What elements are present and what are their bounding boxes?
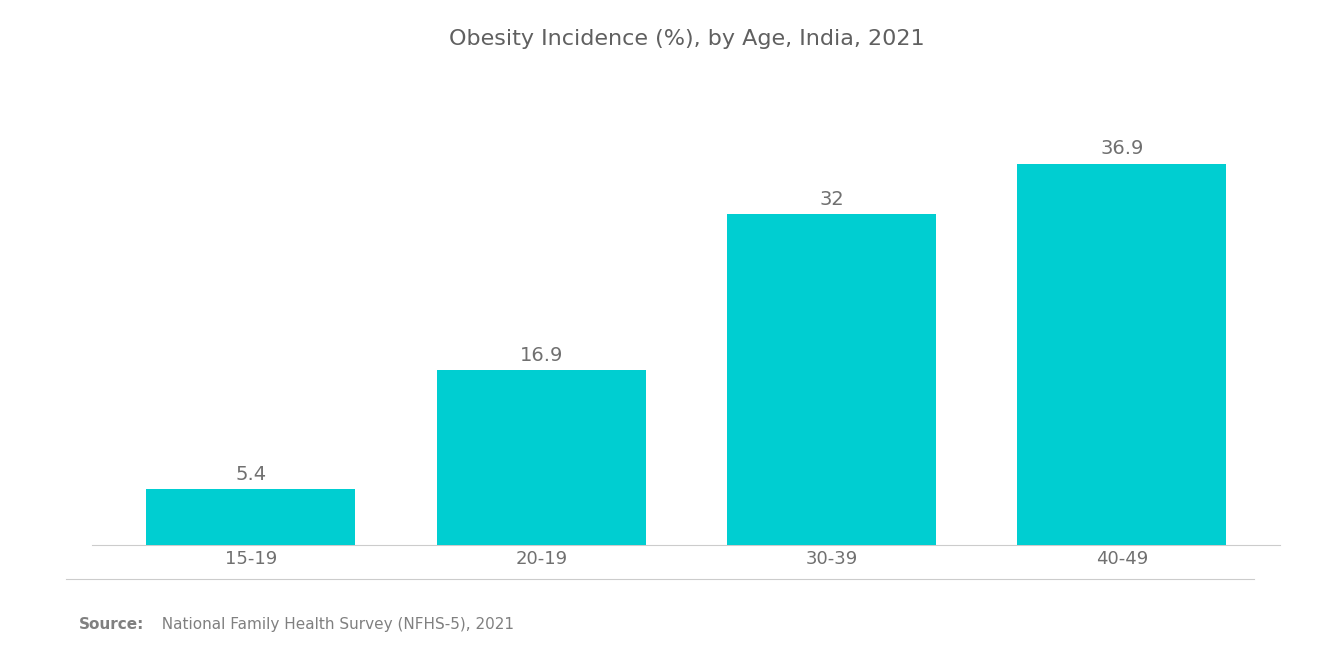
Bar <box>1018 164 1226 545</box>
Bar <box>147 489 355 545</box>
Title: Obesity Incidence (%), by Age, India, 2021: Obesity Incidence (%), by Age, India, 20… <box>449 29 924 49</box>
Text: 5.4: 5.4 <box>235 465 267 484</box>
Text: National Family Health Survey (NFHS-5), 2021: National Family Health Survey (NFHS-5), … <box>152 616 513 632</box>
Text: Source:: Source: <box>79 616 145 632</box>
Bar <box>727 214 936 545</box>
Bar <box>437 370 645 545</box>
Text: 32: 32 <box>820 190 843 209</box>
Text: 36.9: 36.9 <box>1100 140 1143 158</box>
Text: 16.9: 16.9 <box>520 346 562 365</box>
